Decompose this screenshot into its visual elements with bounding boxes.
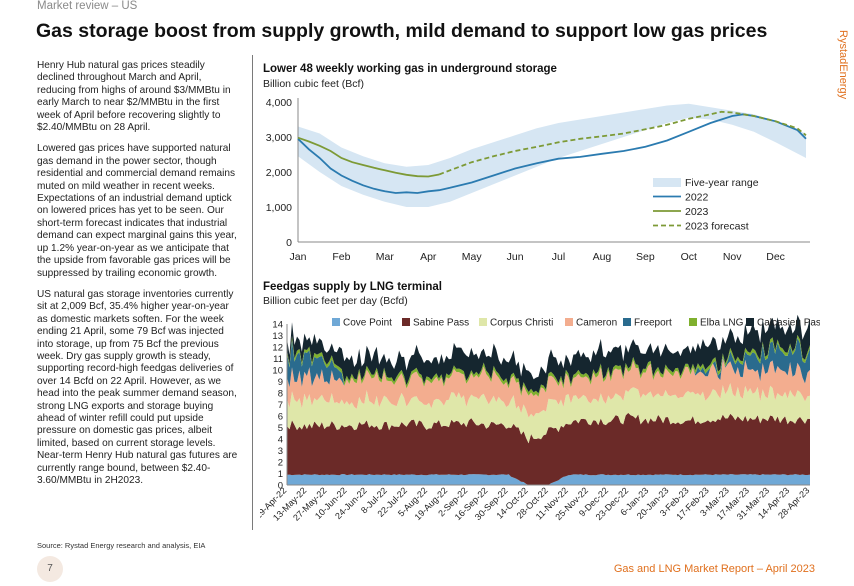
section-label: Market review – US	[37, 0, 138, 12]
legend-label: Cameron	[576, 318, 617, 329]
report-footer: Gas and LNG Market Report – April 2023	[613, 563, 815, 575]
column-divider	[252, 55, 253, 530]
legend-swatch	[689, 318, 697, 326]
legend-label: 2023 forecast	[685, 221, 749, 233]
area-cove-point	[287, 474, 810, 485]
paragraph-1: Henry Hub natural gas prices steadily de…	[37, 60, 231, 134]
y-tick-label: 5	[278, 423, 283, 434]
y-tick-label: 2,000	[266, 167, 292, 179]
area-cameron	[287, 358, 810, 418]
five-year-range-band	[298, 103, 806, 207]
paragraph-3: US natural gas storage inventories curre…	[37, 288, 238, 486]
y-tick-label: 3	[278, 446, 283, 457]
y-tick-label: 7	[278, 400, 283, 411]
paragraph-2: Lowered gas prices have supported natura…	[37, 143, 237, 279]
legend-swatch	[623, 318, 631, 326]
y-tick-label: 1,000	[266, 202, 292, 214]
y-tick-label: 8	[278, 389, 283, 400]
brand-logo: RystadEnergy	[837, 30, 849, 100]
y-tick-label: 13	[272, 331, 283, 342]
storage-chart-title: Lower 48 weekly working gas in undergrou…	[263, 63, 557, 75]
series-line-2023	[297, 136, 440, 178]
legend-swatch-five-year-range	[653, 178, 681, 187]
legend-swatch	[746, 318, 754, 326]
series-line-2023-forecast	[438, 110, 807, 176]
y-tick-label: 4,000	[266, 97, 292, 109]
series-line-2022	[297, 113, 807, 194]
x-tick-label: May	[462, 251, 483, 263]
legend-label: Corpus Christi	[490, 318, 553, 329]
y-tick-label: 12	[272, 343, 283, 354]
feedgas-chart-subtitle: Billion cubic feet per day (Bcfd)	[263, 295, 408, 307]
x-tick-label: Oct	[681, 251, 697, 263]
area-sabine-pass	[287, 412, 810, 485]
x-tick-label: Jun	[507, 251, 524, 263]
y-tick-label: 9	[278, 377, 283, 388]
legend-label: 2023	[685, 206, 709, 218]
x-tick-label: Feb	[332, 251, 350, 263]
y-tick-label: 10	[272, 366, 283, 377]
y-tick-label: 4	[278, 435, 283, 446]
body-text: Henry Hub natural gas prices steadily de…	[37, 60, 241, 496]
x-tick-label: Dec	[766, 251, 785, 263]
y-tick-label: 1	[278, 469, 283, 480]
page-number: 7	[37, 556, 63, 582]
x-tick-label: Jul	[552, 251, 565, 263]
storage-chart-subtitle: Billion cubic feet (Bcf)	[263, 78, 364, 90]
legend-label: Sabine Pass	[413, 318, 469, 329]
legend-swatch	[479, 318, 487, 326]
legend-label: Cove Point	[343, 318, 392, 329]
area-corpus-christi	[287, 383, 810, 444]
y-tick-label: 0	[278, 481, 283, 492]
x-tick-label: Mar	[376, 251, 395, 263]
storage-chart: 0 1,000 2,000 3,000 4,000 Jan Feb Mar Apr May Jun J…	[266, 97, 810, 263]
feedgas-chart: 0123456789101112131429-Apr-2213-May-2227…	[260, 314, 820, 523]
feedgas-chart-title: Feedgas supply by LNG terminal	[263, 281, 442, 293]
legend-swatch	[565, 318, 573, 326]
y-tick-label: 11	[273, 354, 283, 365]
y-tick-label: 6	[278, 412, 283, 423]
page-title: Gas storage boost from supply growth, mi…	[36, 20, 768, 42]
area-calcasieu-pass	[287, 314, 810, 394]
x-tick-label: Aug	[593, 251, 612, 263]
x-tick-label: Sep	[636, 251, 655, 263]
legend-label: Five-year range	[685, 177, 759, 189]
x-tick-label: Apr	[420, 251, 437, 263]
x-tick-label: Jan	[290, 251, 307, 263]
x-tick-label: Nov	[723, 251, 742, 263]
legend-label: Elba LNG	[700, 318, 744, 329]
legend-label: Calcasieu Pass	[757, 318, 820, 329]
y-tick-label: 0	[286, 237, 292, 249]
legend-label: 2022	[685, 192, 709, 204]
legend-label: Freeport	[634, 318, 672, 329]
y-tick-label: 3,000	[266, 132, 292, 144]
y-tick-label: 14	[272, 320, 283, 331]
y-tick-label: 2	[278, 458, 283, 469]
legend-swatch	[402, 318, 410, 326]
source-note: Source: Rystad Energy research and analy…	[37, 541, 206, 550]
legend-swatch	[332, 318, 340, 326]
